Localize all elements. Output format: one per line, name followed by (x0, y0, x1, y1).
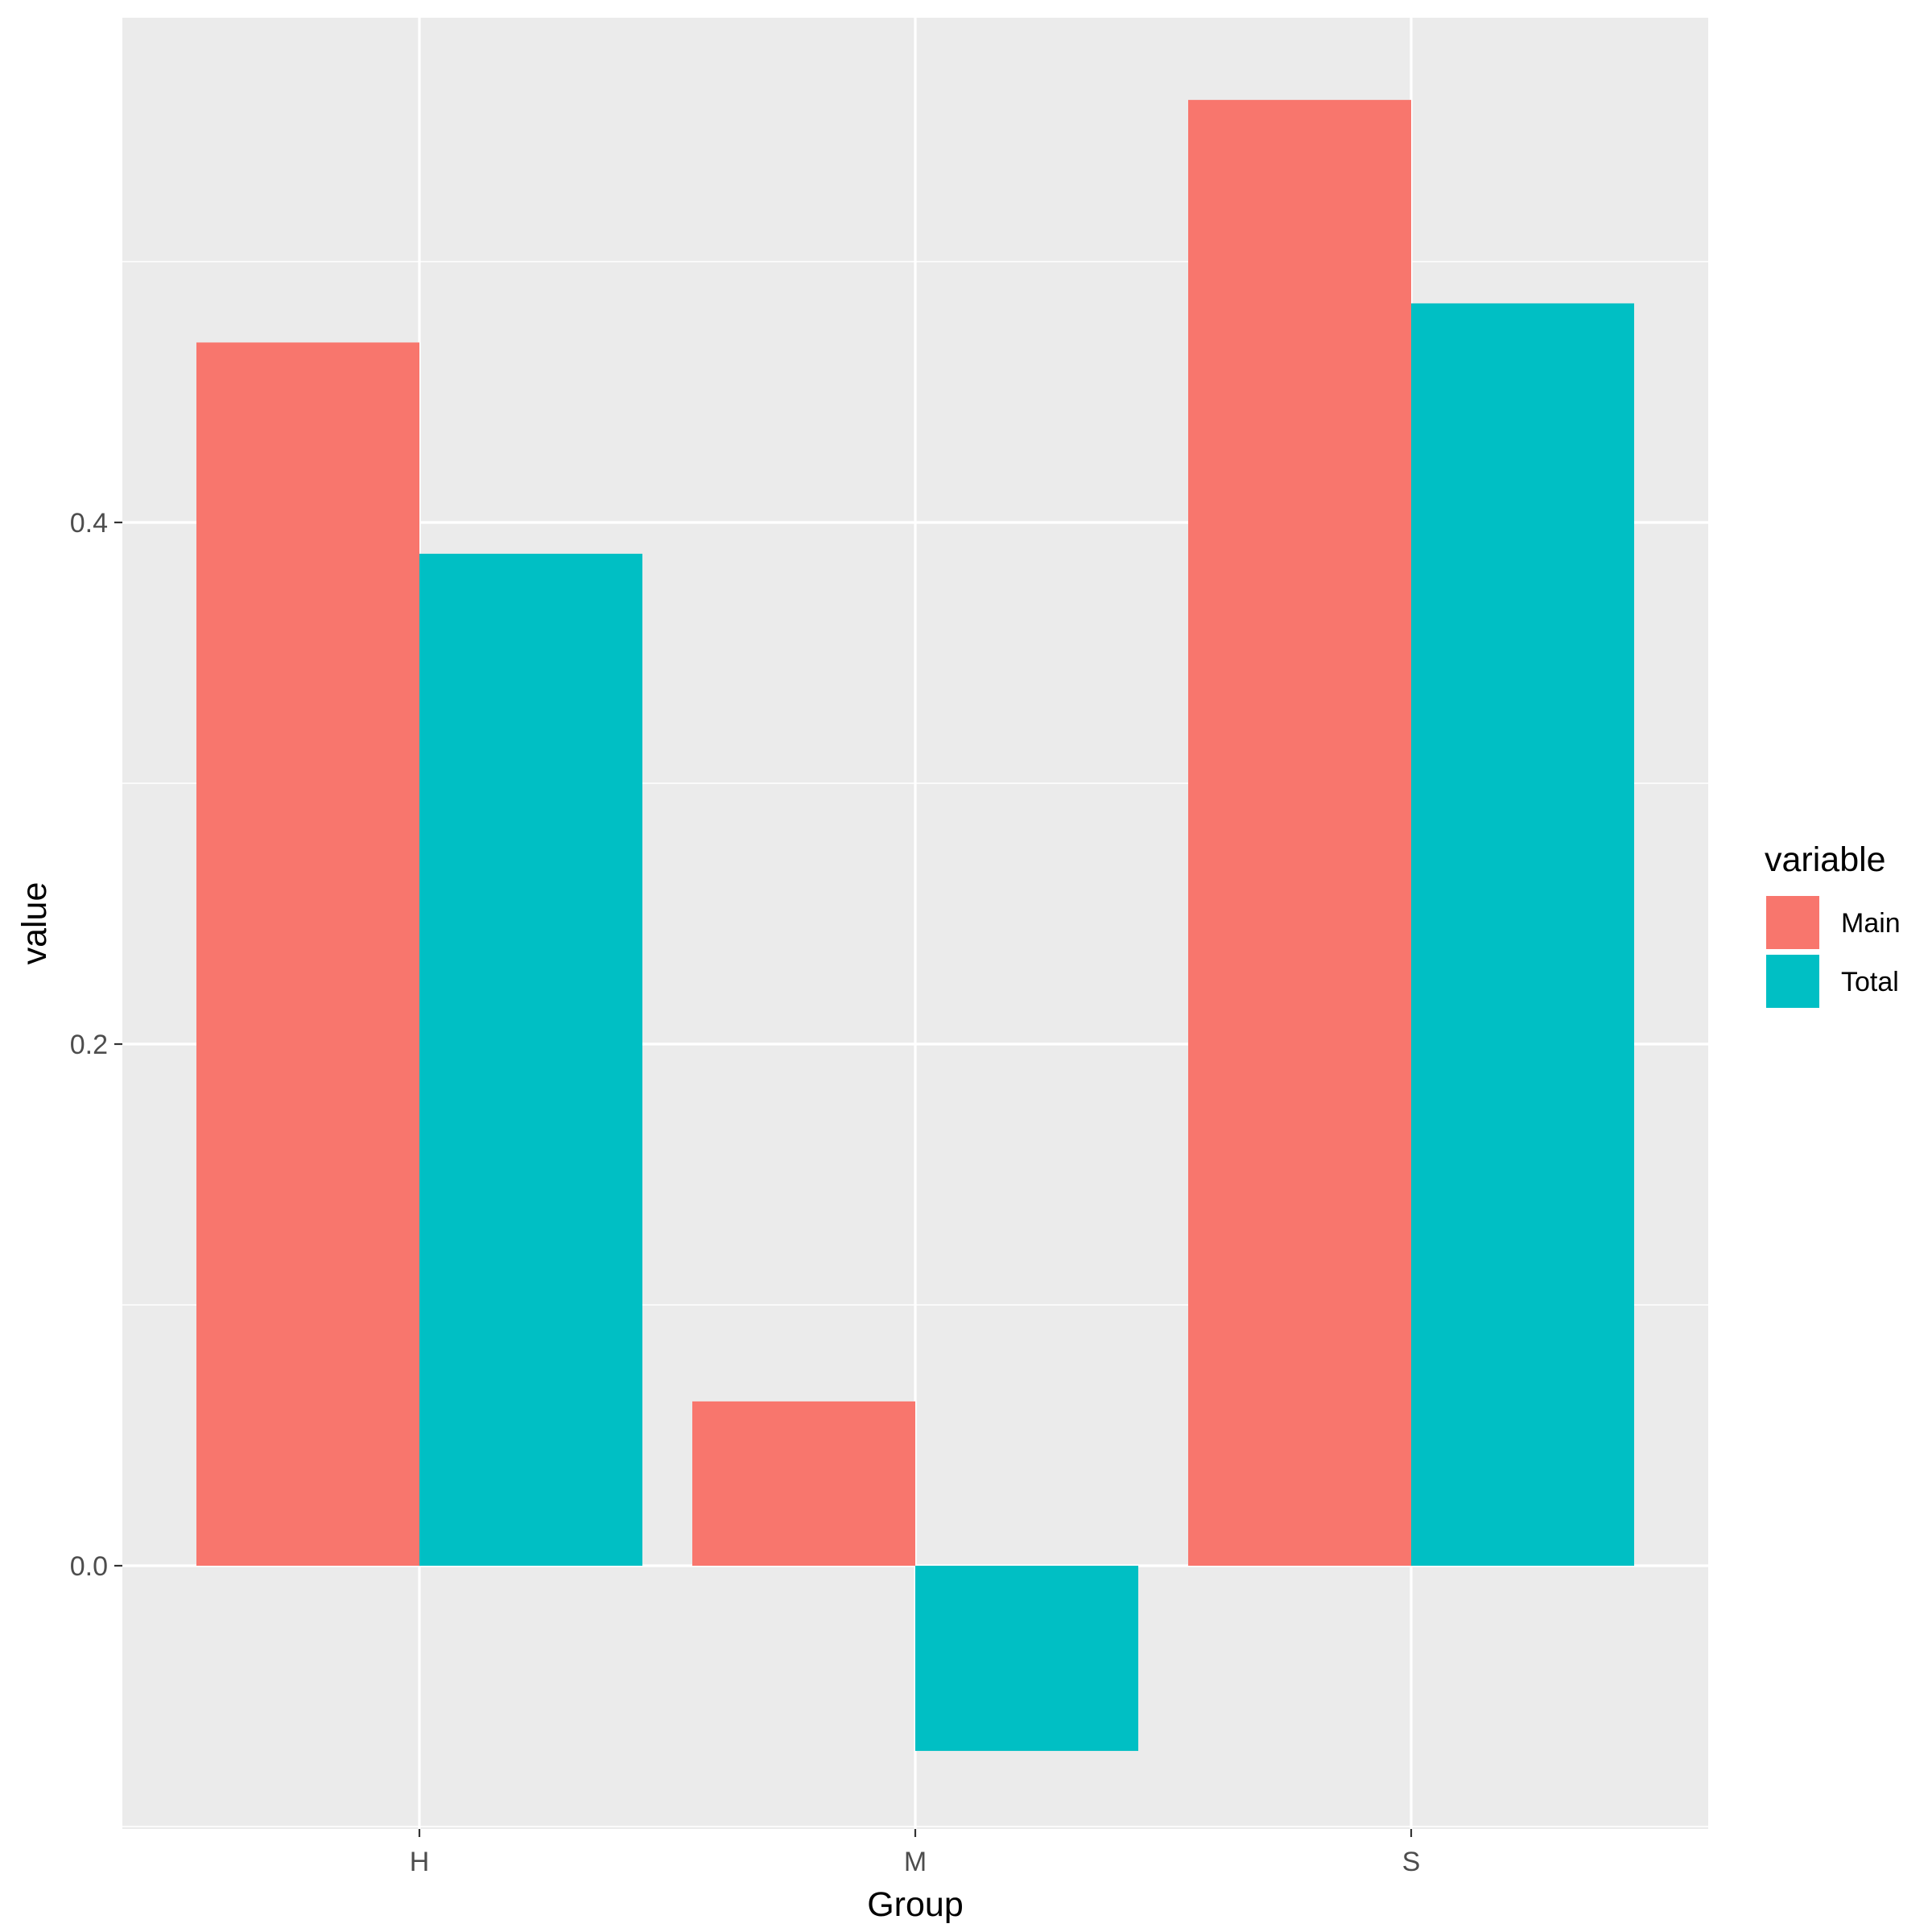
y-axis: 0.0 0.2 0.4 (70, 508, 122, 1582)
y-tick-label: 0.4 (70, 508, 108, 539)
bars (196, 100, 1634, 1752)
x-tick-label: S (1402, 1847, 1421, 1877)
y-tick-label: 0.2 (70, 1030, 108, 1060)
bar-main-m (692, 1401, 915, 1566)
legend: variable Main Total (1765, 840, 1901, 1008)
y-axis-title: value (15, 882, 54, 965)
bar-total-m (915, 1566, 1138, 1752)
bar-main-h (196, 342, 419, 1567)
legend-label-main: Main (1841, 908, 1901, 939)
x-axis-title: Group (867, 1885, 964, 1924)
x-tick-label: H (410, 1847, 430, 1877)
y-tick-label: 0.0 (70, 1551, 108, 1582)
legend-key-total (1766, 955, 1819, 1008)
bar-main-s (1188, 100, 1411, 1567)
bar-total-h (419, 553, 642, 1566)
legend-title: variable (1765, 840, 1886, 879)
x-tick-label: M (904, 1847, 927, 1877)
bar-total-s (1411, 303, 1634, 1567)
legend-label-total: Total (1841, 967, 1899, 997)
legend-key-main (1766, 896, 1819, 949)
